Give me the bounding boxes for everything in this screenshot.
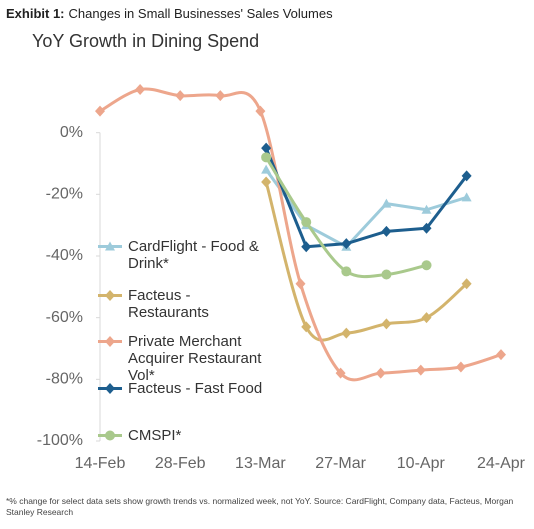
marker [381,198,392,208]
marker [261,176,272,188]
marker [381,225,392,237]
x-tick-label: 28-Feb [155,455,206,472]
y-tick-label: -40% [46,247,83,264]
x-tick-label: 14-Feb [75,455,126,472]
marker [301,217,312,228]
marker [461,278,472,290]
marker [335,367,346,379]
y-tick-label: 0% [60,124,83,141]
marker [381,269,392,280]
marker [295,278,306,290]
marker [105,383,115,394]
marker [105,336,115,347]
marker [301,321,312,333]
exhibit-label: Exhibit 1: [6,6,65,21]
exhibit-header: Exhibit 1: Changes in Small Businesses' S… [6,6,333,21]
legend-label: Facteus - Restaurants [128,287,209,321]
legend-label: Private Merchant Acquirer Restaurant Vol… [128,333,262,384]
marker [341,327,352,339]
marker [135,84,146,95]
series-line [264,147,468,249]
marker [455,361,466,373]
legend-label: CardFlight - Food & Drink* [128,238,259,272]
legend-item: CMSPI* [96,427,266,444]
legend-item: Facteus - Restaurants [96,287,266,321]
y-tick-label: -80% [46,371,83,388]
x-tick-label: 10-Apr [397,455,446,472]
chart-title: YoY Growth in Dining Spend [32,31,260,51]
marker [496,349,506,361]
marker [421,204,432,214]
marker [381,318,392,330]
marker [255,105,266,117]
marker [415,364,426,376]
marker [105,430,115,441]
y-tick-label: -20% [46,186,83,203]
legend-swatch [98,241,122,251]
legend-swatch [98,430,122,441]
y-tick-label: -100% [37,432,83,449]
legend-label: CMSPI* [128,427,182,444]
legend-item: Private Merchant Acquirer Restaurant Vol… [96,333,266,384]
legend-label: Facteus - Fast Food [128,380,263,397]
legend-swatch [98,383,122,394]
legend-item: CardFlight - Food & Drink* [96,238,266,272]
marker [461,192,472,202]
marker [215,90,226,102]
series-line [264,168,468,249]
marker [261,164,272,174]
marker [95,105,105,117]
legend-swatch [98,290,122,301]
legend-swatch [98,336,122,347]
marker [261,142,272,154]
marker [105,241,115,251]
marker [105,290,115,301]
marker [421,260,432,271]
series-line [264,156,427,279]
marker [375,367,386,379]
marker [175,90,186,102]
exhibit-text: Changes in Small Businesses' Sales Volum… [68,6,333,21]
marker [341,238,352,250]
x-tick-label: 27-Mar [315,455,366,472]
y-tick-label: -60% [46,309,83,326]
marker [421,312,432,324]
marker [341,266,352,277]
x-tick-label: 13-Mar [235,455,286,472]
footnote: *% change for select data sets show grow… [6,496,514,517]
marker [261,152,272,163]
x-tick-label: 24-Apr [477,455,526,472]
marker [301,241,312,253]
marker [461,170,472,182]
legend-item: Facteus - Fast Food [96,380,266,397]
marker [421,222,432,234]
